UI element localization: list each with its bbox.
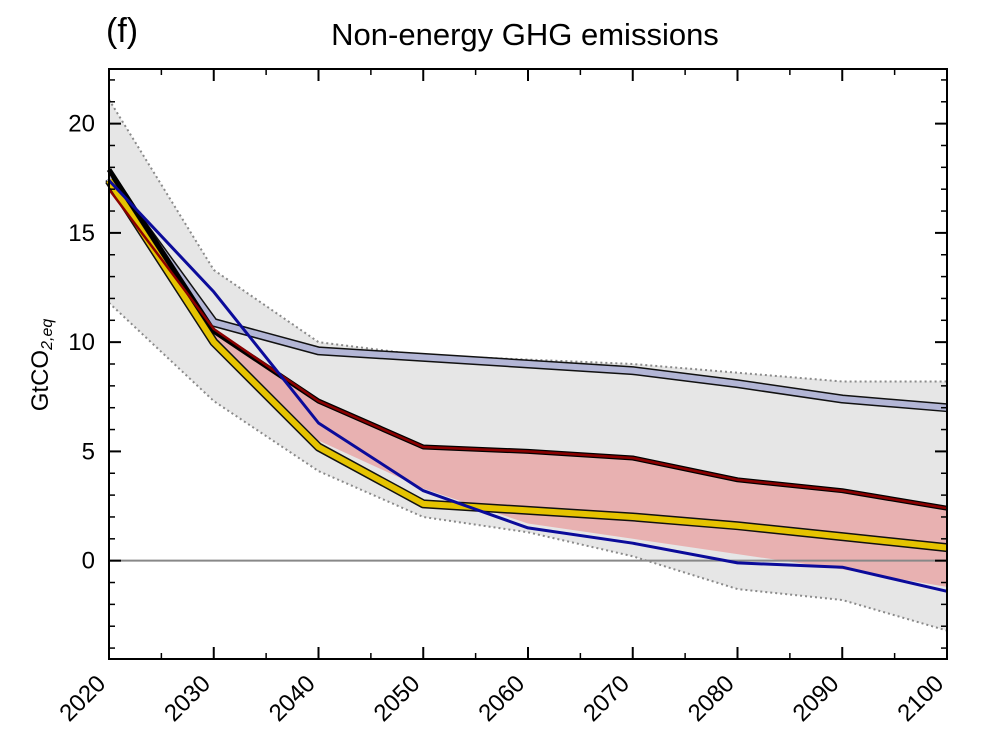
y-tick-label: 5	[82, 438, 95, 465]
panel-label: (f)	[106, 12, 139, 50]
y-tick-label: 10	[68, 329, 95, 356]
x-tick-label: 2030	[159, 670, 216, 727]
y-tick-label: 20	[68, 111, 95, 138]
x-tick-label: 2050	[369, 670, 426, 727]
y-tick-label: 0	[82, 548, 95, 575]
x-tick-label: 2080	[683, 670, 740, 727]
series-line-5	[107, 179, 948, 593]
series-line-1	[106, 176, 948, 411]
series-line-4	[107, 188, 948, 510]
range-band-lower-edge	[108, 302, 948, 632]
shaded-band	[109, 169, 947, 587]
y-tick-label: 15	[68, 220, 95, 247]
chart-title: Non-energy GHG emissions	[331, 17, 719, 52]
series-line-2	[106, 178, 948, 551]
x-tick-label: 2060	[473, 670, 530, 727]
x-tick-label: 2020	[54, 670, 111, 727]
series-layer	[105, 168, 948, 593]
x-tick-label: 2100	[892, 670, 949, 727]
x-tick-label: 2090	[788, 670, 845, 727]
x-tick-label: 2070	[578, 670, 635, 727]
x-tick-label: 2040	[264, 670, 321, 727]
